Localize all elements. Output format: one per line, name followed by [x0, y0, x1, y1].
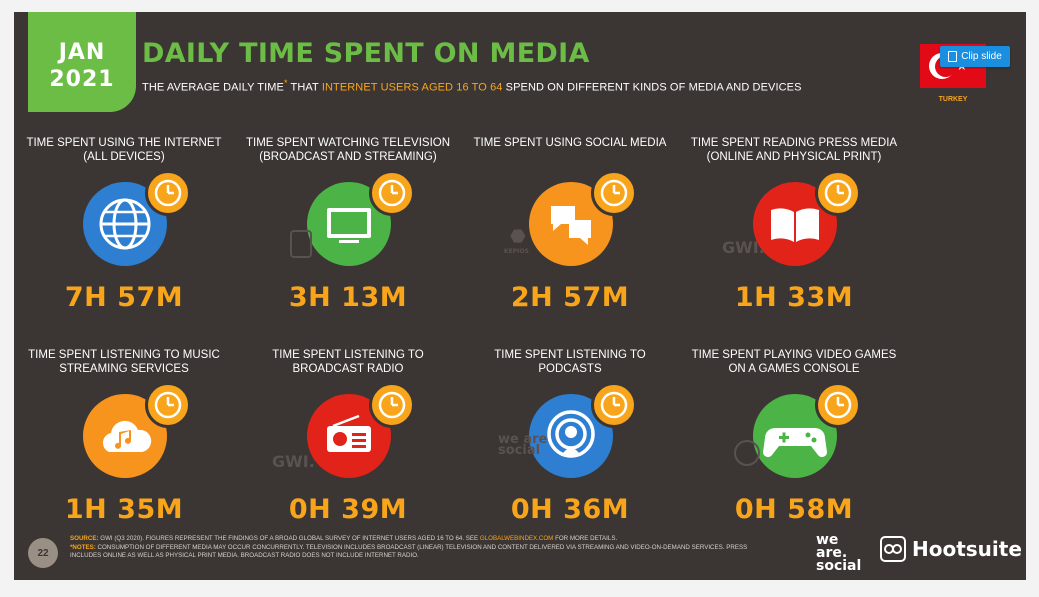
owl-icon	[880, 536, 906, 562]
clock-icon	[591, 382, 637, 428]
slide: JAN 2021 DAILY TIME SPENT ON MEDIA THE A…	[14, 12, 1026, 580]
notes-text: CONSUMPTION OF DIFFERENT MEDIA MAY OCCUR…	[70, 543, 748, 560]
slide-subtitle: THE AVERAGE DAILY TIME* THAT INTERNET US…	[142, 78, 802, 94]
tile-value: 0H 36M	[510, 494, 630, 525]
subtitle-star: *	[283, 78, 288, 88]
clock-icon	[145, 382, 191, 428]
tile-icon-group	[505, 382, 637, 478]
clock-face	[154, 179, 182, 207]
source-link[interactable]: GLOBALWEBINDEX.COM	[479, 535, 554, 542]
source-text: GWI (Q3 2020). FIGURES REPRESENT THE FIN…	[98, 535, 480, 542]
kepios-watermark: KEPIOS	[504, 248, 529, 255]
notes-key: *NOTES:	[70, 543, 96, 551]
hootsuite-logo: Hootsuite	[880, 536, 1022, 562]
badge-year: 2021	[49, 67, 115, 92]
wearesocial-logo: we are. social	[816, 532, 862, 574]
media-tile: TIME SPENT LISTENING TO MUSIC STREAMING …	[19, 348, 229, 525]
tile-icon-group	[729, 382, 861, 478]
clip-slide-label: Clip slide	[961, 51, 1002, 62]
clock-face	[154, 391, 182, 419]
media-tile: TIME SPENT LISTENING TO PODCASTS 0H 36M	[465, 348, 675, 525]
tile-label: TIME SPENT LISTENING TO PODCASTS	[494, 349, 646, 375]
clock-icon	[145, 170, 191, 216]
gwi-watermark: GWI.	[722, 238, 765, 257]
logo-social: social	[816, 558, 862, 574]
kepios-watermark-icon: ⬣	[510, 226, 526, 247]
clock-icon	[815, 170, 861, 216]
clock-face	[600, 391, 628, 419]
tile-icon-group	[505, 170, 637, 266]
clock-face	[378, 391, 406, 419]
hootsuite-watermark-icon	[290, 230, 312, 258]
clock-icon	[369, 170, 415, 216]
tile-value: 0H 39M	[288, 494, 408, 525]
logo-we: we	[816, 532, 839, 548]
subtitle-text: THAT	[287, 81, 322, 94]
subtitle-text: SPEND ON DIFFERENT KINDS OF MEDIA AND DE…	[502, 81, 802, 94]
logo-are: are.	[816, 545, 848, 561]
clock-icon	[591, 170, 637, 216]
media-tile: TIME SPENT WATCHING TELEVISION (BROADCAS…	[243, 136, 453, 313]
date-badge: JAN 2021	[28, 12, 136, 112]
tile-value: 7H 57M	[64, 282, 184, 313]
tile-label: TIME SPENT USING THE INTERNET (ALL DEVIC…	[26, 137, 222, 163]
clock-face	[378, 179, 406, 207]
tile-label: TIME SPENT LISTENING TO MUSIC STREAMING …	[28, 349, 220, 375]
tile-icon-group	[729, 170, 861, 266]
media-tile: TIME SPENT USING THE INTERNET (ALL DEVIC…	[19, 136, 229, 313]
tile-icon-group	[283, 382, 415, 478]
slide-title: DAILY TIME SPENT ON MEDIA	[142, 38, 590, 69]
tile-label: TIME SPENT USING SOCIAL MEDIA	[473, 137, 667, 149]
gwi-watermark: GWI.	[272, 452, 315, 471]
page-number: 22	[28, 538, 58, 568]
clock-face	[824, 391, 852, 419]
tile-value: 2H 57M	[510, 282, 630, 313]
source-key: SOURCE:	[70, 535, 99, 542]
clipboard-icon	[948, 51, 958, 62]
media-tile: TIME SPENT USING SOCIAL MEDIA 2H 57M	[465, 136, 675, 313]
wearesocial-watermark: we are social	[498, 432, 548, 458]
source-tail: FOR MORE DETAILS.	[553, 535, 618, 542]
tile-icon-group	[283, 170, 415, 266]
tile-label: TIME SPENT READING PRESS MEDIA (ONLINE A…	[690, 137, 898, 163]
media-tile: TIME SPENT PLAYING VIDEO GAMES ON A GAME…	[689, 348, 899, 525]
footnotes: SOURCE: GWI (Q3 2020). FIGURES REPRESENT…	[70, 535, 770, 561]
badge-month: JAN	[58, 40, 106, 65]
clip-slide-button[interactable]: Clip slide	[940, 46, 1010, 67]
tile-icon-group	[59, 382, 191, 478]
clock-icon	[815, 382, 861, 428]
subtitle-highlight: INTERNET USERS AGED 16 TO 64	[321, 81, 503, 94]
lightbulb-watermark-icon	[734, 440, 760, 466]
clock-icon	[369, 382, 415, 428]
clock-face	[600, 179, 628, 207]
tile-value: 1H 33M	[734, 282, 854, 313]
clock-face	[824, 179, 852, 207]
tile-label: TIME SPENT LISTENING TO BROADCAST RADIO	[272, 349, 424, 375]
tile-label: TIME SPENT WATCHING TELEVISION (BROADCAS…	[245, 137, 451, 163]
hootsuite-name: Hootsuite	[912, 537, 1022, 561]
tile-value: 0H 58M	[734, 494, 854, 525]
country-label: TURKEY	[938, 96, 968, 103]
subtitle-text: THE AVERAGE DAILY TIME	[142, 81, 284, 94]
tile-value: 1H 35M	[64, 494, 184, 525]
media-tile: TIME SPENT READING PRESS MEDIA (ONLINE A…	[689, 136, 899, 313]
tile-icon-group	[59, 170, 191, 266]
media-tile: TIME SPENT LISTENING TO BROADCAST RADIO 0…	[243, 348, 453, 525]
tile-label: TIME SPENT PLAYING VIDEO GAMES ON A GAME…	[691, 349, 897, 375]
tile-value: 3H 13M	[288, 282, 408, 313]
